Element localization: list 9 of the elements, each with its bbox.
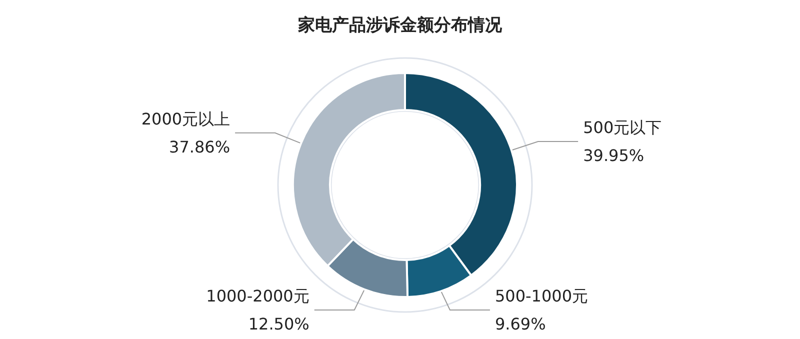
slice-label: 500-1000元 bbox=[494, 286, 588, 306]
chart-title: 家电产品涉诉金额分布情况 bbox=[297, 16, 503, 36]
data-label: 39.95% bbox=[583, 146, 644, 166]
slice-label: 2000元以上 bbox=[141, 109, 230, 128]
data-label: 12.50% bbox=[248, 314, 310, 334]
slice-label: 500元以下 bbox=[583, 118, 662, 138]
slice-label: 1000-2000元 bbox=[206, 286, 310, 306]
data-label: 9.69% bbox=[494, 314, 546, 334]
data-label: 37.86% bbox=[169, 137, 230, 156]
